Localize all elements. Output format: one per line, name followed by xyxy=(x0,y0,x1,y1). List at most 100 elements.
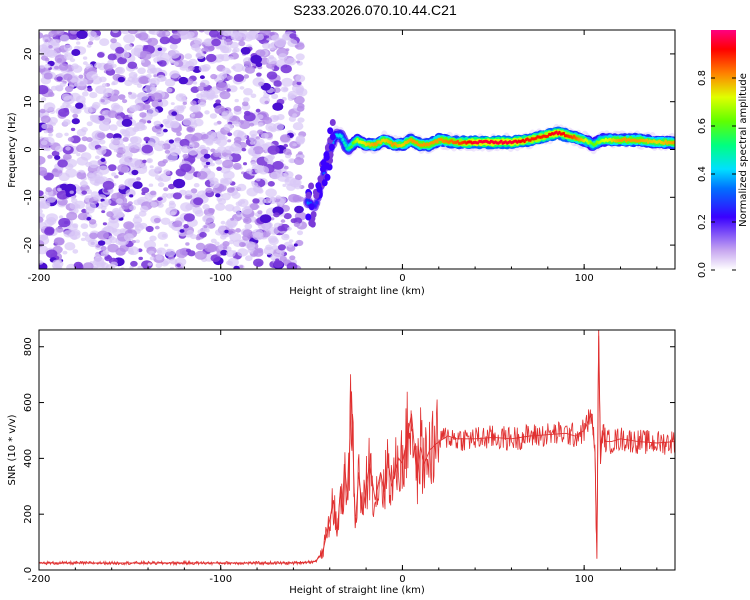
noise-blob xyxy=(133,143,142,149)
ridge-scatter xyxy=(305,191,312,199)
noise-blob xyxy=(112,207,121,215)
noise-blob xyxy=(252,232,264,241)
noise-blob xyxy=(93,256,105,265)
noise-blob xyxy=(250,93,257,99)
snr-panel: -200 -100 0 100 0 200 400 600 800 Height of str… xyxy=(7,329,676,596)
noise-blob xyxy=(199,101,207,107)
noise-blob xyxy=(273,212,280,218)
noise-blob xyxy=(166,193,174,199)
noise-blob xyxy=(236,183,247,192)
noise-blob xyxy=(276,249,282,254)
noise-blob xyxy=(62,250,68,255)
noise-blob xyxy=(253,138,265,147)
noise-blob xyxy=(145,225,154,233)
noise-blob xyxy=(124,79,133,87)
noise-blob xyxy=(63,73,73,81)
noise-blob xyxy=(89,37,94,42)
noise-blob xyxy=(175,248,188,259)
noise-blob xyxy=(169,120,180,128)
noise-blob xyxy=(277,225,286,232)
noise-blob xyxy=(223,177,233,185)
noise-blob xyxy=(169,43,178,50)
noise-blob xyxy=(100,246,107,251)
noise-blob xyxy=(157,47,163,52)
noise-blob xyxy=(149,235,157,242)
noise-blob xyxy=(184,190,193,196)
noise-blob xyxy=(82,262,94,269)
noise-blob xyxy=(272,102,284,111)
noise-blob xyxy=(278,53,288,61)
noise-blob xyxy=(44,226,55,235)
noise-blob xyxy=(86,216,92,221)
ridge-cell xyxy=(340,134,343,139)
noise-blob xyxy=(118,184,126,190)
noise-blob xyxy=(78,74,84,79)
noise-blob xyxy=(69,202,79,210)
noise-blob xyxy=(215,99,221,104)
noise-blob xyxy=(221,110,234,120)
noise-blob xyxy=(164,248,176,257)
figure-title: S233.2026.070.10.44.C21 xyxy=(293,2,457,18)
noise-blob xyxy=(241,206,253,215)
noise-blob xyxy=(133,199,142,206)
noise-blob xyxy=(235,228,242,233)
noise-blob xyxy=(72,65,83,73)
noise-blob xyxy=(259,214,272,224)
noise-blob xyxy=(169,60,174,64)
noise-blob xyxy=(151,92,163,101)
noise-blob xyxy=(263,246,275,255)
noise-blob xyxy=(248,149,256,155)
noise-blob xyxy=(141,187,150,194)
noise-blob xyxy=(58,108,70,117)
noise-blob xyxy=(190,234,197,240)
noise-blob xyxy=(157,177,164,182)
noise-blob xyxy=(287,243,293,248)
noise-blob xyxy=(259,30,271,36)
noise-blob xyxy=(276,114,285,121)
noise-blob xyxy=(252,258,264,267)
noise-blob xyxy=(231,65,236,70)
noise-blob xyxy=(61,93,71,101)
noise-blob xyxy=(117,164,129,173)
noise-blob xyxy=(123,221,134,230)
noise-blob xyxy=(159,36,170,45)
noise-blob xyxy=(240,47,251,55)
noise-blob xyxy=(250,54,262,64)
noise-blob xyxy=(148,168,159,177)
noise-blob xyxy=(90,115,100,123)
noise-blob xyxy=(176,131,182,137)
noise-blob xyxy=(106,211,114,218)
noise-blob xyxy=(40,234,49,241)
noise-blob xyxy=(208,30,219,38)
noise-blob xyxy=(71,235,78,240)
ridge-scatter xyxy=(308,219,315,227)
ridge-scatter xyxy=(313,192,320,199)
noise-blob xyxy=(275,195,281,200)
noise-blob xyxy=(279,252,285,257)
noise-blob xyxy=(293,222,300,228)
noise-blob xyxy=(88,41,94,46)
noise-blob xyxy=(292,122,304,131)
noise-blob xyxy=(205,138,214,145)
noise-blob xyxy=(97,52,105,58)
noise-blob xyxy=(282,183,287,187)
noise-blob xyxy=(203,153,211,159)
noise-blob xyxy=(182,153,189,159)
noise-blob xyxy=(239,265,244,269)
noise-blob xyxy=(44,57,50,62)
noise-blob xyxy=(50,38,60,47)
noise-blob xyxy=(264,155,274,163)
noise-blob xyxy=(65,158,77,168)
noise-blob xyxy=(81,127,88,133)
noise-blob xyxy=(294,96,305,105)
y-tick-label: 200 xyxy=(23,505,34,524)
ridge-cell xyxy=(356,138,359,142)
noise-blob xyxy=(256,247,264,253)
noise-blob xyxy=(110,261,118,268)
noise-blob xyxy=(199,82,206,87)
noise-blob xyxy=(203,225,208,229)
noise-blob xyxy=(121,202,130,210)
noise-blob xyxy=(274,37,287,48)
noise-blob xyxy=(165,152,178,162)
